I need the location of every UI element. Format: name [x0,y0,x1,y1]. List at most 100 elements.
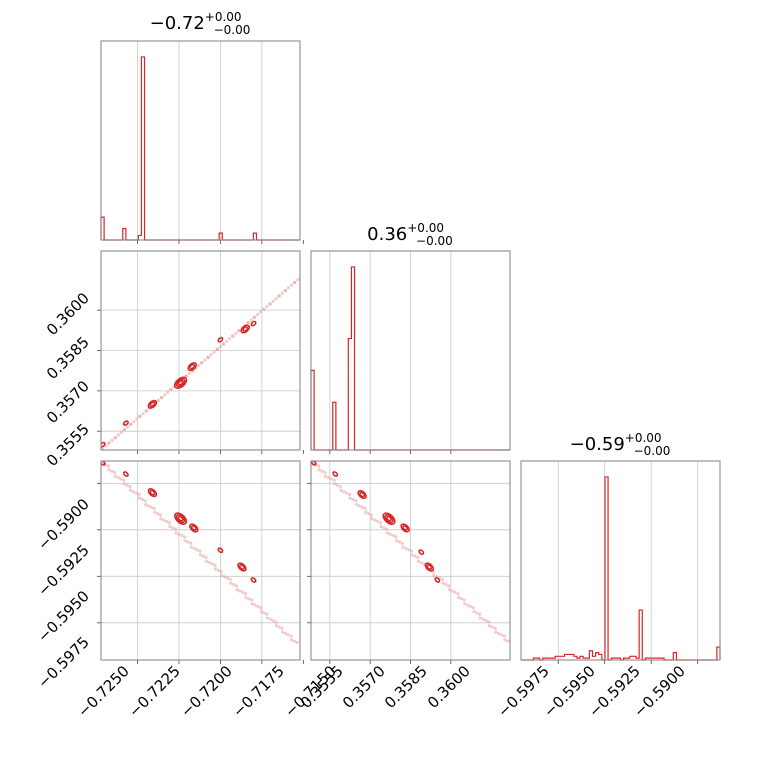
scatter-point [241,590,245,594]
scatter-point [265,612,269,616]
scatter-point [187,371,192,376]
scatter-point [338,485,343,489]
panel-frame [100,250,301,451]
scatter-point [329,477,333,481]
scatter-point [141,412,145,416]
scatter-point [174,531,178,535]
scatter-point [210,562,214,566]
scatter-point [259,609,263,614]
scatter-point [137,496,142,500]
panel-2-1 [307,460,511,664]
scatter-point [197,363,201,368]
scatter-point [342,490,346,494]
scatter-point [128,485,132,489]
scatter-point [101,446,105,450]
scatter-point [462,598,466,602]
scatter-point [333,482,337,486]
y-tick-label: 0.3570 [43,377,93,427]
scatter-point [183,535,187,539]
scatter-point [407,548,411,552]
scatter-point [140,497,144,502]
scatter-point [113,470,117,475]
scatter-point [167,521,172,525]
y-tick-labels-param-2: −0.5975 −0.5950 −0.5925 −0.5900 [34,495,93,692]
contour-level [187,362,198,372]
scatter-point [169,387,173,392]
scatter-point [204,559,209,563]
scatter-point [113,474,117,478]
scatter-point [149,505,153,509]
scatter-point [253,315,257,319]
scatter-point [156,398,161,402]
scatter-point [506,639,510,643]
scatter-point [132,420,136,424]
scatter-point [258,310,263,314]
scatter-point [357,504,361,508]
scatter-point [494,630,498,634]
scatter-point [363,506,367,511]
scatter-point [160,395,164,400]
contour-level [242,326,249,332]
contour-level [174,512,188,525]
contour-level [237,562,247,572]
x-tick-label: −0.7200 [177,662,236,721]
scatter-point [268,617,272,621]
scatter-point [216,568,221,572]
panel-2-0 [97,460,304,664]
contour-level [426,564,433,570]
scatter-point [326,475,330,480]
scatter-point [286,286,291,290]
scatter-point [152,506,156,511]
contour-level [357,489,367,500]
contour-level [418,549,425,555]
scatter-point [441,581,445,585]
contour-level [384,514,394,524]
contour-level [190,525,197,531]
x-tick-label: 0.3585 [381,662,431,712]
scatter-point [409,549,414,553]
scatter-point [274,624,279,628]
scatter-point [107,441,111,445]
scatter-point [265,616,269,620]
panel-1-0 [97,250,304,454]
scatter-point [131,490,135,494]
scatter-point [198,553,202,557]
scatter-point [280,291,284,295]
scatter-point [238,589,242,593]
title-param-1: 0.36+0.00 −0.00 [367,221,453,248]
contour-level [386,515,392,522]
scatter-point [323,474,328,478]
panel-content [101,461,299,645]
scatter-point [277,294,281,298]
contour-level [189,363,196,370]
scatter-point [475,611,479,615]
scatter-point [189,545,193,549]
scatter-point [284,288,288,293]
scatter-point [354,502,358,507]
scatter-point [490,625,494,629]
scatter-point [293,280,297,285]
x-tick-label: −0.7175 [229,662,288,721]
scatter-point [499,633,504,637]
scatter-point [180,533,184,538]
scatter-point [391,533,395,538]
x-tick-label: −0.7250 [74,662,133,721]
scatter-point [225,576,230,580]
contour-level [250,577,257,583]
scatter-point [184,374,189,378]
scatter-point [478,612,482,616]
scatter-point [122,478,126,482]
panel-0-0 [100,40,304,244]
contour-level [175,514,186,524]
scatter-point [253,603,257,607]
scatter-point [220,573,224,578]
contour-level [332,471,339,477]
scatter-point [444,582,448,587]
scatter-point [153,510,157,514]
scatter-point [159,517,163,521]
scatter-point [335,483,340,487]
scatter-point [262,307,266,311]
scatter-point [320,469,324,473]
y-tick-labels-param-1: 0.3555 0.3570 0.3585 0.3600 [43,289,93,470]
